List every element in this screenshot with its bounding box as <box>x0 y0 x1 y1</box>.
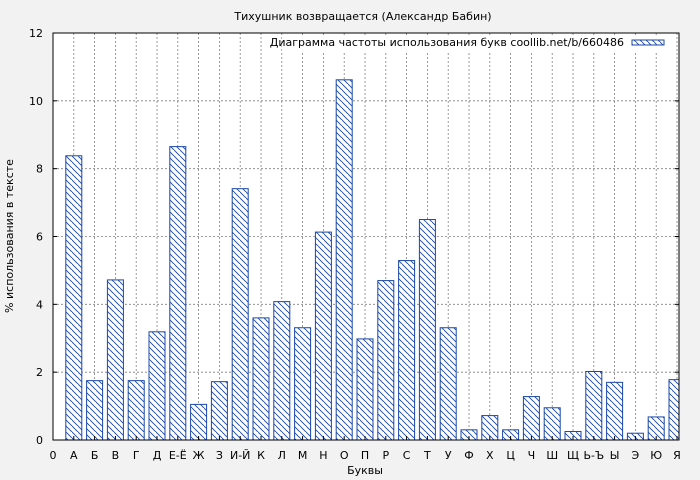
x-tick-label: Э <box>632 449 640 462</box>
y-tick-label: 0 <box>36 434 43 447</box>
y-axis-ticks: 0 2 4 6 8 10 12 <box>29 27 679 447</box>
legend-label: Диаграмма частоты использования букв coo… <box>270 36 624 49</box>
x-axis-label: Буквы <box>347 464 383 477</box>
x-tick-label: Е-Ё <box>169 449 187 462</box>
bar <box>294 327 312 441</box>
x-tick-label: Ц <box>506 449 515 462</box>
bar <box>377 280 395 441</box>
x-tick-label: 0 <box>50 449 57 462</box>
bar <box>210 381 228 441</box>
x-tick-label: Х <box>486 449 494 462</box>
x-tick-label: Ы <box>610 449 620 462</box>
bar <box>668 379 680 441</box>
x-tick-label: И-Й <box>230 449 250 462</box>
x-tick-label: О <box>340 449 349 462</box>
x-tick-label: Я <box>673 449 681 462</box>
x-tick-label: Т <box>423 449 431 462</box>
bar <box>335 79 353 441</box>
x-tick-label: М <box>298 449 308 462</box>
x-tick-label: Д <box>153 449 162 462</box>
bar <box>252 317 270 441</box>
x-axis-ticks: 0 А Б В Г Д Е-Ё Ж З И-Й К Л М Н О П Р С Т У Ф Х Ц Ч Ш Щ Ь-Ъ Ы Э Ю Я <box>50 436 681 462</box>
x-tick-label: Ж <box>193 449 205 462</box>
y-tick-label: 2 <box>36 366 43 379</box>
bar <box>231 188 249 441</box>
bar <box>190 403 208 441</box>
bar <box>148 331 166 441</box>
legend-box <box>282 35 674 51</box>
x-tick-label: У <box>445 449 452 462</box>
y-axis-label: % использования в тексте <box>3 159 16 313</box>
bar <box>356 338 374 441</box>
bar <box>106 279 124 441</box>
x-tick-label: Р <box>382 449 389 462</box>
bar <box>398 260 416 441</box>
bar <box>169 146 187 441</box>
y-tick-label: 8 <box>36 163 43 176</box>
bar <box>585 370 603 441</box>
y-tick-label: 4 <box>36 298 43 311</box>
x-tick-label: З <box>216 449 223 462</box>
x-tick-label: В <box>112 449 120 462</box>
bar <box>439 327 457 441</box>
x-tick-label: С <box>403 449 411 462</box>
bar <box>543 407 561 441</box>
bar <box>606 381 624 441</box>
y-tick-label: 12 <box>29 27 43 40</box>
bar <box>418 219 436 441</box>
x-tick-label: Ь-Ъ <box>583 449 604 462</box>
y-tick-label: 6 <box>36 231 43 244</box>
x-tick-label: Б <box>91 449 99 462</box>
x-tick-label: Ш <box>546 449 558 462</box>
legend-swatch <box>631 39 665 46</box>
x-tick-label: Г <box>133 449 140 462</box>
bar <box>86 380 104 441</box>
x-tick-label: Л <box>278 449 286 462</box>
bar <box>522 396 540 441</box>
x-tick-label: К <box>257 449 265 462</box>
x-tick-label: Ю <box>650 449 662 462</box>
bar <box>65 155 83 441</box>
bar <box>127 380 145 441</box>
x-tick-label: Ф <box>464 449 473 462</box>
x-tick-label: Ч <box>528 449 536 462</box>
bar <box>273 301 291 441</box>
x-tick-label: А <box>70 449 78 462</box>
x-tick-label: Щ <box>567 449 579 462</box>
chart-title: Тихушник возвращается (Александр Бабин) <box>233 10 491 23</box>
x-tick-label: Н <box>319 449 327 462</box>
x-tick-label: П <box>361 449 369 462</box>
bar <box>314 231 332 441</box>
y-tick-label: 10 <box>29 95 43 108</box>
legend: Диаграмма частоты использования букв coo… <box>270 35 674 51</box>
